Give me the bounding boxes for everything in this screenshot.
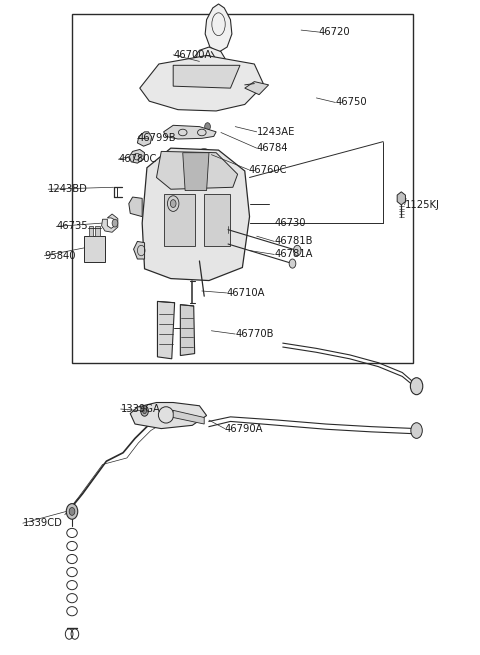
Circle shape — [141, 405, 148, 416]
Polygon shape — [142, 148, 250, 280]
Bar — [96, 227, 100, 236]
Text: 1339CD: 1339CD — [23, 518, 63, 528]
Polygon shape — [205, 4, 232, 52]
Polygon shape — [245, 82, 269, 95]
Ellipse shape — [200, 151, 208, 158]
Text: 46799B: 46799B — [137, 134, 176, 143]
Text: 46760C: 46760C — [249, 164, 287, 175]
Polygon shape — [173, 66, 240, 88]
Bar — [164, 194, 195, 246]
Circle shape — [69, 508, 75, 515]
Polygon shape — [102, 214, 118, 233]
Circle shape — [66, 504, 78, 519]
Text: 1125KJ: 1125KJ — [405, 200, 440, 210]
Bar — [72, 14, 413, 364]
Circle shape — [410, 378, 423, 395]
Text: 46700A: 46700A — [173, 50, 212, 60]
Circle shape — [112, 219, 118, 227]
Bar — [89, 227, 94, 236]
Text: 1243BD: 1243BD — [48, 184, 88, 195]
Circle shape — [204, 122, 210, 130]
Polygon shape — [129, 197, 142, 217]
Polygon shape — [180, 305, 195, 356]
Polygon shape — [129, 149, 144, 163]
Polygon shape — [137, 132, 152, 146]
Polygon shape — [190, 47, 227, 80]
Polygon shape — [140, 56, 264, 111]
Text: 46770B: 46770B — [235, 329, 274, 339]
Text: 46780C: 46780C — [118, 154, 156, 164]
Text: 46781B: 46781B — [275, 236, 313, 246]
Circle shape — [293, 246, 301, 255]
Bar — [204, 194, 230, 246]
Text: 46735: 46735 — [56, 221, 88, 231]
Text: 46784: 46784 — [257, 143, 288, 153]
Polygon shape — [130, 403, 206, 428]
Circle shape — [170, 200, 176, 208]
Polygon shape — [164, 125, 216, 139]
Circle shape — [143, 408, 146, 413]
Polygon shape — [183, 153, 209, 191]
Text: 1243AE: 1243AE — [257, 127, 295, 137]
Polygon shape — [156, 151, 238, 189]
Text: 46730: 46730 — [275, 218, 306, 228]
Circle shape — [411, 422, 422, 438]
Circle shape — [289, 259, 296, 268]
Text: 46790A: 46790A — [225, 424, 263, 434]
Text: 95840: 95840 — [44, 251, 76, 261]
Text: 46750: 46750 — [336, 98, 367, 107]
Polygon shape — [133, 242, 144, 259]
Text: 1339GA: 1339GA — [120, 404, 161, 414]
Text: 46710A: 46710A — [227, 288, 265, 298]
Text: 46781A: 46781A — [275, 250, 313, 259]
Text: 46720: 46720 — [319, 27, 350, 37]
Polygon shape — [397, 192, 406, 205]
Polygon shape — [157, 301, 175, 359]
Polygon shape — [173, 410, 204, 424]
Bar — [84, 236, 106, 262]
